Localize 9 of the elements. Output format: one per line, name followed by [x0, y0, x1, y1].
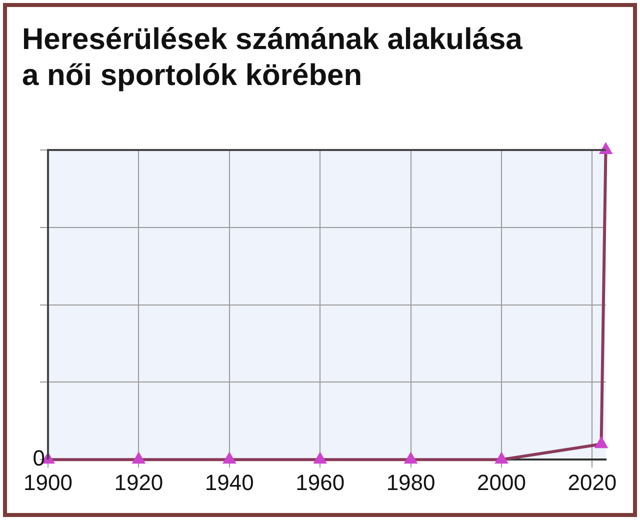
text: 0 — [32, 446, 45, 471]
x-tick-label: 2020 — [568, 470, 617, 495]
x-tick-label: 1960 — [296, 470, 345, 495]
x-tick-label: 2000 — [477, 470, 526, 495]
x-tick-label: 1920 — [114, 470, 164, 495]
chart-title: Heresérülések számának alakulása a női sportolók körében — [22, 22, 524, 94]
x-tick-label: 1900 — [24, 470, 72, 495]
x-tick-label: 1940 — [204, 470, 254, 495]
x-tick-label: 1980 — [386, 470, 436, 495]
